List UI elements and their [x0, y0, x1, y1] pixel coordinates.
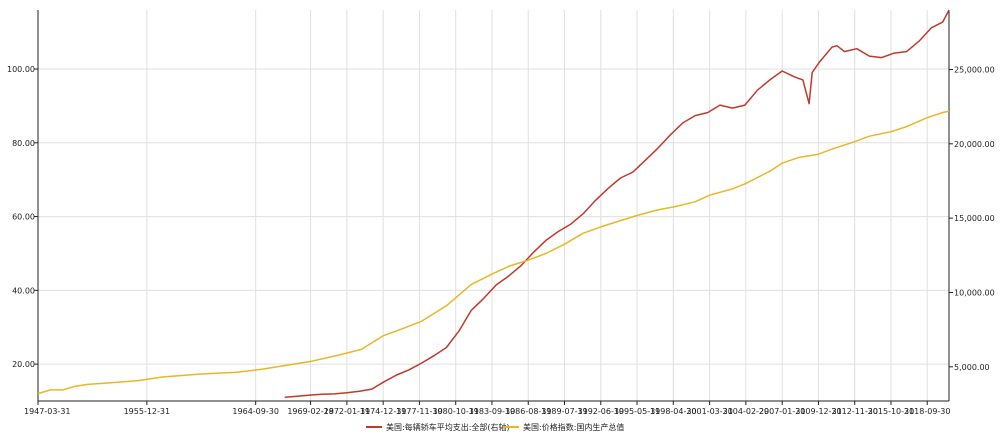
x-tick-label: 1972-01-31: [324, 407, 371, 416]
x-tick-label: 2001-03-31: [686, 407, 733, 416]
x-tick-label: 1947-03-31: [24, 407, 71, 416]
legend-label: 美国:价格指数:国内生产总值: [523, 422, 624, 432]
x-axis-ticks: 1947-03-31 1955-12-31 1964-09-30 1969-02-28…: [24, 401, 950, 416]
x-tick-label: 1980-10-31: [432, 407, 479, 416]
x-tick-label: 1986-08-31: [505, 407, 552, 416]
y-right-tick-label: 5,000.00: [954, 363, 990, 372]
y-left-tick-label: 20.00: [12, 360, 35, 369]
series-layer: [37, 9, 950, 399]
x-tick-label: 1977-11-30: [396, 407, 443, 416]
x-tick-label: 1974-12-31: [360, 407, 407, 416]
x-tick-label: 1989-07-31: [541, 407, 588, 416]
series-line-1: [284, 9, 950, 399]
y-right-tick-label: 25,000.00: [954, 65, 995, 74]
vertical-gridlines: [146, 10, 928, 401]
y-left-tick-label: 40.00: [12, 286, 35, 295]
y-axis-right-ticks: 5,000.00 10,000.00 15,000.00 20,000.00 25,00…: [949, 65, 995, 372]
x-tick-label: 2009-12-31: [795, 407, 842, 416]
y-right-tick-label: 15,000.00: [954, 214, 995, 223]
y-left-tick-label: 80.00: [12, 139, 35, 148]
x-tick-label: 2012-11-30: [831, 407, 878, 416]
legend-label: 美国:每辆轿车平均支出:全部(右轴): [386, 422, 510, 432]
y-left-tick-label: 60.00: [12, 213, 35, 222]
x-tick-label: 1964-09-30: [232, 407, 279, 416]
x-tick-label: 2015-10-31: [868, 407, 915, 416]
x-tick-label: 1955-12-31: [124, 407, 171, 416]
y-axis-left-ticks: 20.00 40.00 60.00 80.00 100.00: [7, 65, 38, 369]
x-tick-label: 1983-09-30: [469, 407, 516, 416]
legend: 美国:每辆轿车平均支出:全部(右轴) 美国:价格指数:国内生产总值: [366, 422, 624, 432]
x-tick-label: 1992-06-30: [578, 407, 625, 416]
horizontal-gridlines: [38, 68, 949, 365]
x-tick-label: 1998-04-30: [650, 407, 697, 416]
x-tick-label: 1995-05-31: [614, 407, 661, 416]
y-right-tick-label: 20,000.00: [954, 140, 995, 149]
x-tick-label: 1969-02-28: [287, 407, 334, 416]
y-left-tick-label: 100.00: [7, 65, 35, 74]
series-line-2: [37, 110, 950, 395]
x-tick-label: 2018-09-30: [904, 407, 951, 416]
x-tick-label: 2004-02-29: [723, 407, 770, 416]
y-right-tick-label: 10,000.00: [954, 288, 995, 297]
x-tick-label: 2007-01-31: [759, 407, 806, 416]
